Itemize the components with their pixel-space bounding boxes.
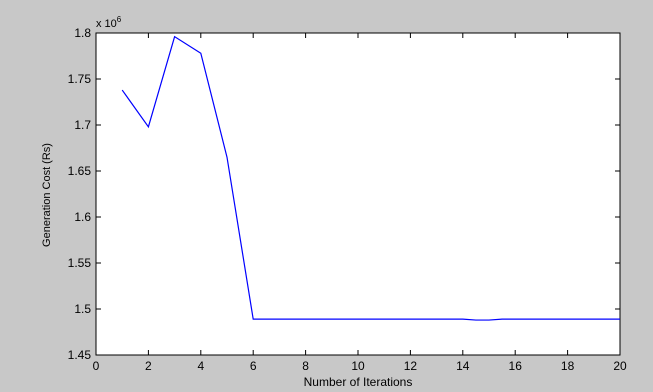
y-axis-ticks: 1.45 1.5 1.55 1.6 1.65 1.7 1.75 1.8 xyxy=(68,26,620,362)
plot-area xyxy=(95,32,621,356)
x-tick-label: 18 xyxy=(561,359,575,373)
y-tick-label: 1.45 xyxy=(68,348,92,362)
x-tick-label: 0 xyxy=(93,359,100,373)
y-tick-label: 1.55 xyxy=(68,256,92,270)
x-tick-label: 12 xyxy=(404,359,418,373)
y-exponent-power: 6 xyxy=(117,15,122,24)
y-tick-label: 1.8 xyxy=(74,26,91,40)
x-tick-label: 2 xyxy=(145,359,152,373)
x-axis-label: Number of Iterations xyxy=(304,375,413,389)
x-tick-label: 20 xyxy=(613,359,627,373)
x-tick-label: 10 xyxy=(351,359,365,373)
y-tick-label: 1.5 xyxy=(74,302,91,316)
y-axis-label: Generation Cost (Rs) xyxy=(41,143,53,247)
x-tick-label: 6 xyxy=(250,359,257,373)
x-tick-label: 4 xyxy=(197,359,204,373)
y-tick-label: 1.7 xyxy=(74,118,91,132)
x-tick-label: 16 xyxy=(509,359,523,373)
series-line xyxy=(121,35,620,321)
x-axis-ticks: 0 2 4 6 8 10 12 14 16 18 20 xyxy=(93,33,627,373)
x-tick-label: 14 xyxy=(456,359,470,373)
y-exponent-base: x 10 xyxy=(96,18,117,30)
y-exponent-label: x 106 xyxy=(96,15,122,30)
y-tick-label: 1.75 xyxy=(68,72,92,86)
series-layer xyxy=(121,35,620,321)
x-tick-label: 8 xyxy=(302,359,309,373)
y-tick-label: 1.65 xyxy=(68,164,92,178)
y-tick-label: 1.6 xyxy=(74,210,91,224)
